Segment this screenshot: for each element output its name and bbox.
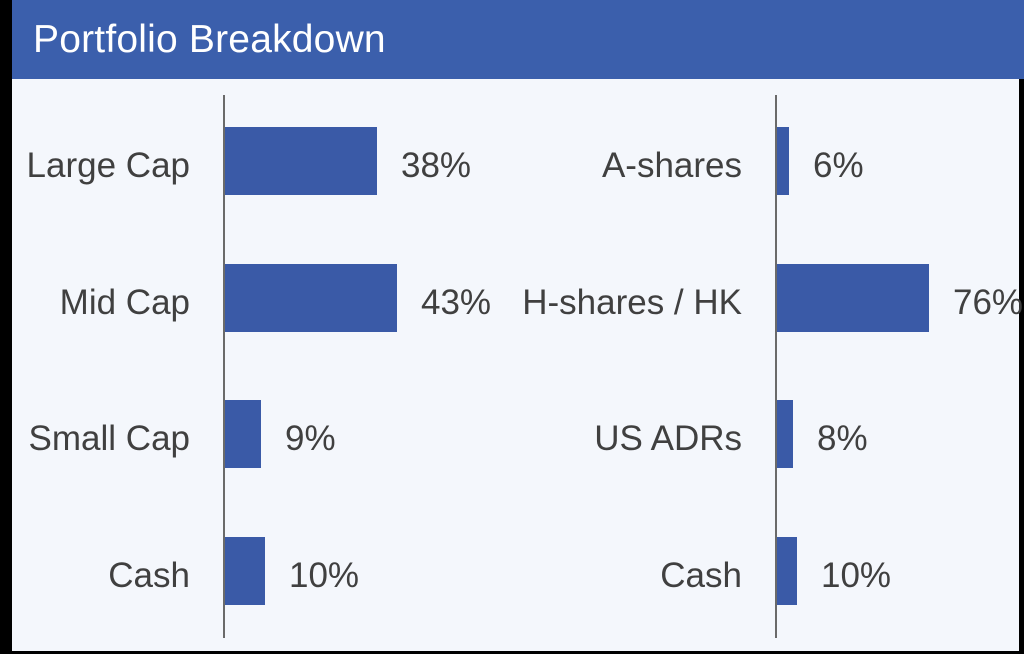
category-label: H-shares / HK <box>522 283 742 322</box>
market-cap-chart: Large Cap 38% Mid Cap 43% Small Cap 9% C… <box>12 79 1019 651</box>
value-label: 6% <box>813 146 864 185</box>
bar <box>777 537 797 605</box>
value-label: 76% <box>953 283 1024 322</box>
value-label: 9% <box>285 419 336 458</box>
category-label: Small Cap <box>28 419 190 458</box>
category-label: US ADRs <box>594 419 742 458</box>
listing-type-chart: A-shares 6% H-shares / HK 76% US ADRs 8%… <box>12 79 1023 651</box>
title-bar: Portfolio Breakdown <box>12 0 1024 79</box>
bar <box>225 264 397 332</box>
axis-line <box>775 95 777 638</box>
value-label: 10% <box>289 556 360 595</box>
value-label: 43% <box>421 283 492 322</box>
axis-line <box>223 95 225 638</box>
category-label: Cash <box>660 556 742 595</box>
page-title: Portfolio Breakdown <box>33 17 386 61</box>
category-label: A-shares <box>601 146 742 185</box>
category-label: Cash <box>108 556 190 595</box>
bar <box>777 264 929 332</box>
bar <box>777 400 793 468</box>
category-label: Mid Cap <box>59 283 190 322</box>
chart-area: Large Cap 38% Mid Cap 43% Small Cap 9% C… <box>12 79 1023 651</box>
value-label: 38% <box>401 146 472 185</box>
bar <box>225 400 261 468</box>
bar <box>777 127 789 195</box>
bar <box>225 127 377 195</box>
value-label: 8% <box>817 419 868 458</box>
category-label: Large Cap <box>26 146 190 185</box>
value-label: 10% <box>821 556 892 595</box>
bar <box>225 537 265 605</box>
